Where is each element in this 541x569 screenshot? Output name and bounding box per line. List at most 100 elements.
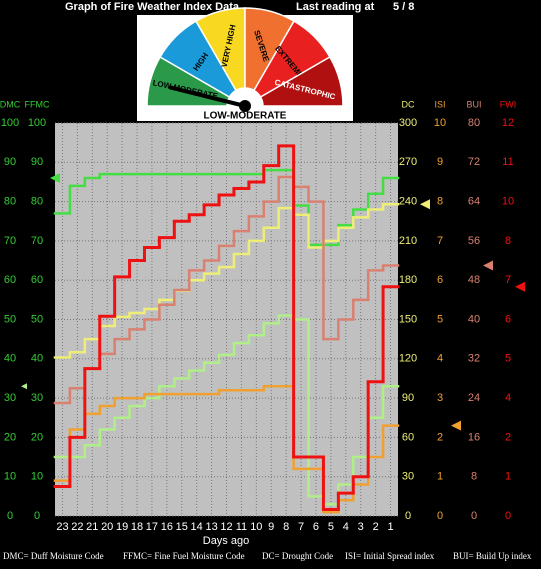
x-tick-label: 16 bbox=[161, 521, 173, 533]
y-tick-label: 60 bbox=[31, 274, 43, 286]
y-tick-label: 56 bbox=[468, 235, 480, 247]
x-tick-label: 15 bbox=[176, 521, 188, 533]
y-tick-label: 90 bbox=[4, 156, 16, 168]
x-axis-label: Days ago bbox=[203, 535, 249, 547]
y-tick-label: 40 bbox=[4, 353, 16, 365]
y-tick-label: 3 bbox=[437, 392, 443, 404]
x-tick-label: 17 bbox=[146, 521, 158, 533]
y-tick-label: 10 bbox=[31, 471, 43, 483]
y-tick-label: 20 bbox=[31, 431, 43, 443]
y-tick-label: 0 bbox=[34, 510, 40, 522]
y-tick-label: 210 bbox=[399, 235, 417, 247]
y-tick-label: 10 bbox=[434, 117, 446, 129]
last-reading-marker bbox=[515, 281, 525, 292]
axis-name: BUI bbox=[466, 99, 481, 109]
y-tick-label: 30 bbox=[4, 392, 16, 404]
y-tick-label: 8 bbox=[505, 235, 511, 247]
last-reading-marker bbox=[451, 420, 461, 431]
y-tick-label: 10 bbox=[502, 196, 514, 208]
x-tick-label: 22 bbox=[71, 521, 83, 533]
footer-note: DC= Drought Code bbox=[262, 551, 333, 561]
y-tick-label: 30 bbox=[402, 471, 414, 483]
axis-name: ISI bbox=[434, 99, 445, 109]
y-tick-label: 48 bbox=[468, 274, 480, 286]
y-tick-label: 0 bbox=[471, 510, 477, 522]
y-tick-label: 60 bbox=[402, 431, 414, 443]
y-tick-label: 150 bbox=[399, 313, 417, 325]
y-tick-label: 8 bbox=[471, 471, 477, 483]
y-tick-label: 64 bbox=[468, 196, 480, 208]
y-tick-label: 0 bbox=[437, 510, 443, 522]
x-tick-label: 3 bbox=[358, 521, 364, 533]
axis-name: DC bbox=[402, 99, 415, 109]
y-tick-label: 70 bbox=[4, 235, 16, 247]
y-tick-label: 5 bbox=[437, 313, 443, 325]
y-tick-label: 40 bbox=[468, 313, 480, 325]
y-tick-label: 70 bbox=[31, 235, 43, 247]
gauge-needle bbox=[168, 85, 246, 108]
y-tick-label: 6 bbox=[437, 274, 443, 286]
y-tick-label: 4 bbox=[505, 392, 511, 404]
y-tick-label: 60 bbox=[4, 274, 16, 286]
y-tick-label: 100 bbox=[28, 117, 46, 129]
last-reading-marker bbox=[21, 383, 27, 390]
y-tick-label: 24 bbox=[468, 392, 480, 404]
y-tick-label: 8 bbox=[437, 196, 443, 208]
y-tick-label: 90 bbox=[402, 392, 414, 404]
y-tick-label: 120 bbox=[399, 353, 417, 365]
y-tick-label: 2 bbox=[437, 431, 443, 443]
gauge-reading: LOW-MODERATE bbox=[204, 111, 287, 122]
y-tick-label: 7 bbox=[437, 235, 443, 247]
x-tick-label: 14 bbox=[191, 521, 203, 533]
footer-note: ISI= Initial Spread index bbox=[345, 551, 435, 561]
last-reading-marker bbox=[50, 173, 60, 184]
x-tick-label: 10 bbox=[250, 521, 262, 533]
x-tick-label: 11 bbox=[236, 521, 247, 533]
gauge-segment bbox=[259, 55, 344, 107]
y-tick-label: 1 bbox=[437, 471, 443, 483]
y-tick-label: 9 bbox=[437, 156, 443, 168]
y-tick-label: 6 bbox=[505, 313, 511, 325]
y-tick-label: 0 bbox=[7, 510, 13, 522]
x-tick-label: 2 bbox=[373, 521, 379, 533]
axis-name: FFMC bbox=[25, 99, 50, 109]
y-tick-label: 240 bbox=[399, 196, 417, 208]
y-tick-label: 12 bbox=[502, 117, 514, 129]
x-tick-label: 7 bbox=[298, 521, 304, 533]
y-tick-label: 50 bbox=[31, 313, 43, 325]
last-reading: 5 / 8 bbox=[393, 1, 414, 13]
footer-note: DMC= Duff Moisture Code bbox=[3, 551, 104, 561]
footer-note: BUI= Build Up index bbox=[453, 551, 532, 561]
y-tick-label: 270 bbox=[399, 156, 417, 168]
x-tick-label: 20 bbox=[101, 521, 113, 533]
last-reading-marker bbox=[420, 199, 430, 210]
x-tick-label: 19 bbox=[116, 521, 128, 533]
axis-name: FWI bbox=[500, 99, 517, 109]
y-tick-label: 80 bbox=[468, 117, 480, 129]
x-tick-label: 8 bbox=[283, 521, 289, 533]
x-tick-label: 12 bbox=[220, 521, 232, 533]
x-tick-label: 18 bbox=[131, 521, 143, 533]
x-tick-label: 1 bbox=[387, 521, 393, 533]
title: Graph of Fire Weather Index Data bbox=[65, 1, 240, 13]
y-tick-label: 40 bbox=[31, 353, 43, 365]
x-tick-label: 13 bbox=[205, 521, 217, 533]
y-tick-label: 80 bbox=[31, 196, 43, 208]
y-tick-label: 0 bbox=[405, 510, 411, 522]
gauge: LOW-MODERATEHIGHVERY HIGHSEVEREEXTREMECA… bbox=[146, 7, 344, 112]
y-tick-label: 20 bbox=[4, 431, 16, 443]
y-tick-label: 30 bbox=[31, 392, 43, 404]
y-tick-label: 72 bbox=[468, 156, 480, 168]
y-tick-label: 0 bbox=[505, 510, 511, 522]
x-tick-label: 23 bbox=[56, 521, 68, 533]
last-reading-label: Last reading at bbox=[296, 1, 375, 13]
y-tick-label: 180 bbox=[399, 274, 417, 286]
x-tick-label: 6 bbox=[313, 521, 319, 533]
y-tick-label: 300 bbox=[399, 117, 417, 129]
x-tick-label: 4 bbox=[343, 521, 349, 533]
y-tick-label: 7 bbox=[505, 274, 511, 286]
y-tick-label: 32 bbox=[468, 353, 480, 365]
y-tick-label: 11 bbox=[502, 156, 513, 168]
